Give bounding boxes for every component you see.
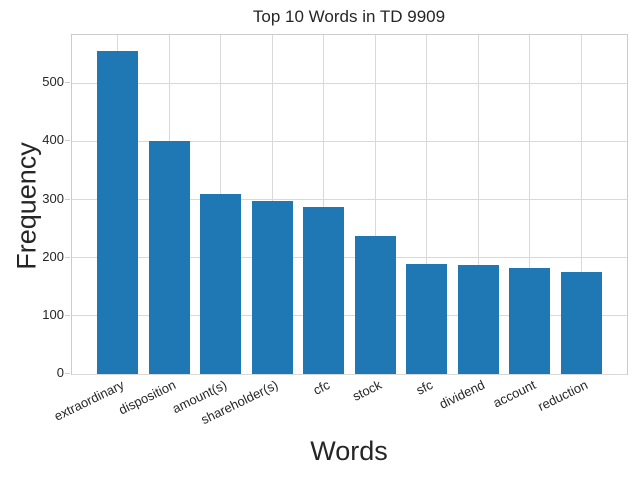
gridline-horizontal [72, 257, 627, 259]
x-tick-label: account [490, 377, 539, 411]
y-tick-label: 400 [42, 132, 64, 148]
gridline-vertical [323, 35, 325, 374]
gridline-horizontal [72, 373, 627, 375]
y-tick-mark [65, 314, 70, 316]
x-tick-label: disposition [116, 377, 178, 418]
y-tick-label: 0 [56, 365, 64, 380]
gridline-vertical [374, 35, 376, 374]
gridline-vertical [477, 35, 479, 374]
x-tick-label: dividend [436, 377, 487, 412]
bar-shareholder(s) [251, 200, 293, 374]
bar-reduction [560, 271, 602, 374]
x-tick-label: reduction [535, 377, 590, 414]
gridline-horizontal [72, 140, 627, 142]
gridline-horizontal [72, 315, 627, 317]
x-tick-label: stock [349, 377, 384, 404]
bar-dividend [457, 264, 499, 374]
y-tick-mark [65, 140, 70, 142]
y-tick-mark [65, 198, 70, 200]
bar-stock [354, 236, 396, 374]
x-tick-label: extraordinary [51, 377, 127, 424]
bar-cfc [303, 207, 345, 374]
y-tick-label: 100 [42, 306, 64, 322]
gridline-horizontal [72, 82, 627, 84]
bar-amount(s) [200, 193, 242, 374]
y-tick-label: 200 [42, 248, 64, 264]
x-tick-label: cfc [310, 377, 333, 398]
chart-title: Top 10 Words in TD 9909 [252, 7, 446, 26]
y-tick-mark [65, 256, 70, 258]
y-tick-mark [65, 373, 70, 374]
y-tick-mark [65, 82, 70, 84]
gridline-vertical [529, 35, 531, 374]
bar-account [509, 268, 551, 374]
x-tick-label: sfc [413, 377, 436, 398]
y-tick-label: 500 [42, 74, 64, 90]
y-tick-label: 300 [42, 190, 64, 206]
gridline-vertical [426, 35, 428, 374]
gridline-horizontal [72, 199, 627, 201]
bar-disposition [148, 141, 190, 374]
bar-extraordinary [97, 51, 139, 374]
bar-sfc [406, 263, 448, 374]
plot-area [71, 34, 628, 375]
x-axis-label: Words [310, 436, 388, 466]
gridline-vertical [580, 35, 582, 374]
